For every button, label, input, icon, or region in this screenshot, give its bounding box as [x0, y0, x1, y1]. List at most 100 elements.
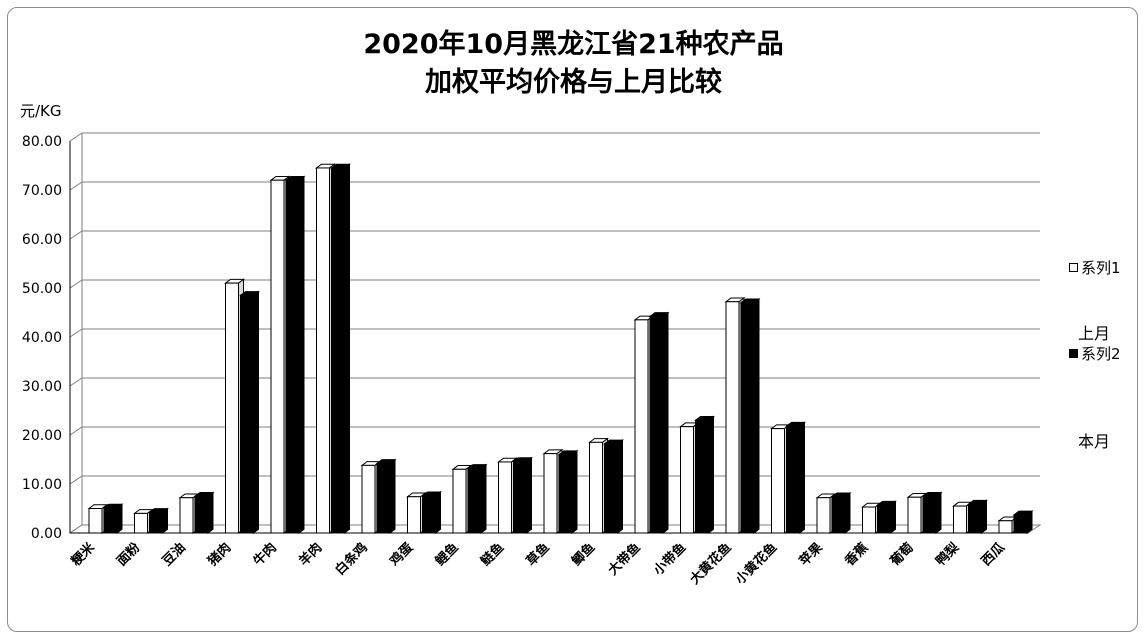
bar-series2 [284, 175, 306, 534]
x-tick-label: 草鱼 [523, 540, 553, 570]
bar-side [844, 491, 851, 534]
bar-side [116, 503, 123, 534]
gridline-side [69, 279, 83, 289]
bar-series2 [147, 507, 170, 534]
x-tick-label: 大带鱼 [605, 540, 644, 579]
bar-front [240, 294, 254, 534]
x-tick-label: 鸭梨 [933, 539, 963, 569]
bar-front [543, 453, 558, 534]
bar-side [207, 491, 214, 534]
bar-front [680, 426, 694, 534]
bar-side [617, 439, 623, 534]
gridline-side [69, 475, 83, 485]
bar-front [907, 496, 922, 534]
x-tick-label: 香蕉 [841, 540, 871, 570]
y-tick-label: 10.00 [22, 477, 62, 493]
bar-series2 [1012, 510, 1034, 534]
bar-front [922, 495, 937, 534]
bar-side [526, 456, 532, 534]
legend-label-series1: 系列1 [1081, 259, 1121, 277]
bar-front [452, 468, 467, 534]
bar-front [407, 496, 421, 534]
y-tick-label: 80.00 [22, 134, 62, 150]
bar-series2 [739, 297, 761, 534]
bar-side [253, 290, 259, 534]
bar-series2 [694, 415, 715, 534]
bar-side [708, 415, 714, 534]
legend-sublabel-series1: 上月 [1078, 324, 1111, 343]
x-tick-label: 面粉 [114, 540, 144, 570]
bar-side [162, 507, 168, 534]
gridline-side [69, 328, 83, 338]
bar-side [435, 491, 441, 534]
y-axis-unit: 元/KG [20, 102, 62, 120]
x-tick-label: 小带鱼 [650, 540, 689, 579]
bar-front [604, 443, 618, 534]
bar-series2 [967, 499, 988, 534]
chart-title-line2: 加权平均价格与上月比较 [425, 67, 722, 98]
legend-swatch-series1 [1069, 263, 1078, 272]
bar-series2 [512, 456, 533, 534]
y-tick-label: 40.00 [22, 330, 62, 346]
chart-title-line1: 2020年10月黑龙江省21种农产品 [363, 29, 784, 60]
legend-entry-series2: 系列2 [1069, 343, 1121, 364]
bar-front [953, 505, 967, 534]
x-tick-label: 粳米 [67, 539, 98, 570]
bar-front [194, 495, 209, 534]
bar-series2 [830, 491, 852, 534]
x-tick-label: 西瓜 [979, 540, 1008, 569]
bar-front [725, 301, 740, 534]
bar-front [634, 319, 649, 534]
legend-entry-series1: 系列1 [1069, 257, 1121, 278]
bar-side [890, 500, 896, 534]
bar-series2 [876, 500, 897, 534]
gridline-side [69, 426, 83, 436]
x-tick-label: 牛肉 [250, 540, 280, 570]
bar-side [1026, 510, 1033, 534]
gridline-side [69, 132, 83, 142]
y-tick-label: 0.00 [31, 526, 62, 542]
bar-side [753, 297, 760, 534]
bar-front [467, 467, 482, 534]
bar-front [513, 460, 527, 534]
bar-side [571, 449, 578, 534]
y-tick-label: 70.00 [22, 183, 62, 199]
gridline-side [69, 230, 83, 240]
x-tick-label: 苹果 [796, 540, 826, 570]
bar-series2 [239, 290, 260, 534]
bar-front [740, 302, 755, 534]
bar-series2 [648, 311, 670, 534]
bar-series2 [921, 491, 943, 534]
bar-side [799, 421, 805, 534]
bar-front [968, 503, 982, 534]
bar-side [389, 458, 396, 534]
y-tick-label: 60.00 [22, 232, 62, 248]
bar-series2 [330, 163, 351, 534]
bar-side [344, 163, 350, 534]
bar-front [649, 315, 664, 534]
x-tick-label: 鲫鱼 [569, 540, 599, 570]
bar-front [103, 507, 118, 534]
bar-side [981, 499, 987, 534]
bar-front [1013, 514, 1028, 534]
x-tick-label: 鸡蛋 [386, 540, 416, 570]
bar-front [225, 282, 239, 534]
bar-front [831, 496, 846, 534]
bar-front [998, 520, 1013, 534]
legend-label-series2: 系列2 [1081, 345, 1121, 363]
bar-front [134, 512, 148, 534]
bar-front [422, 495, 436, 534]
bar-front [816, 497, 831, 534]
x-tick-label: 鲤鱼 [431, 540, 461, 570]
bar-front [695, 419, 709, 534]
bar-front [862, 506, 876, 534]
x-tick-label: 猪肉 [204, 540, 234, 570]
bar-series2 [557, 449, 579, 534]
bar-front [361, 464, 376, 534]
bar-front [331, 167, 345, 534]
x-tick-label: 葡萄 [886, 540, 916, 570]
bar-side [298, 175, 305, 534]
bar-front [589, 441, 603, 534]
x-tick-label: 小黄花鱼 [732, 540, 780, 588]
